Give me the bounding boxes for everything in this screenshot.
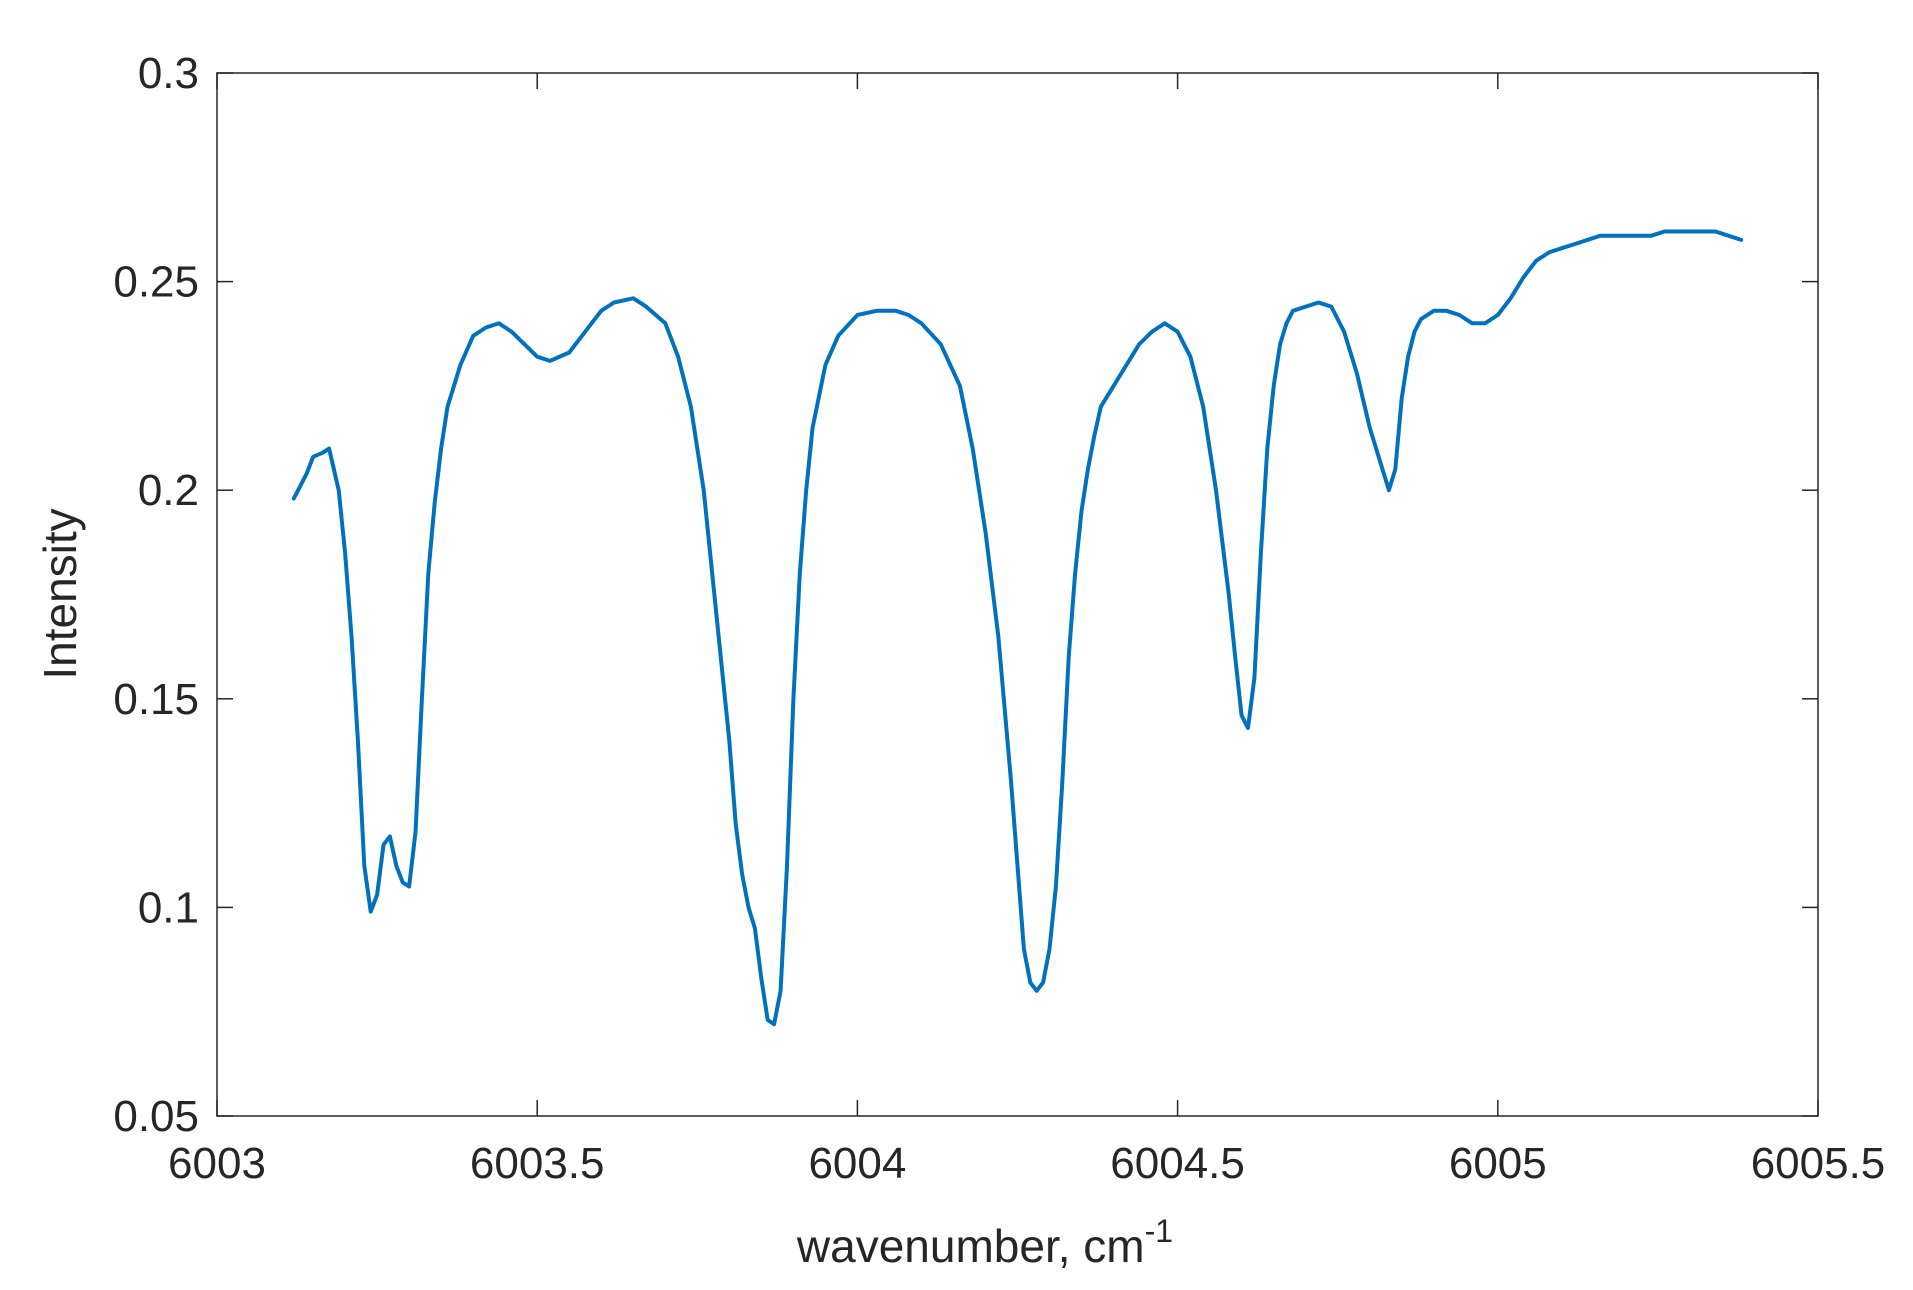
y-axis-ticks: 0.05 0.1 0.15 0.2 0.25 0.3	[113, 49, 1818, 1141]
y-axis-title: Intensity	[34, 508, 86, 679]
x-axis-title-text: wavenumber, cm	[796, 1220, 1145, 1272]
x-axis-title: wavenumber, cm-1	[796, 1213, 1173, 1272]
series-line-intensity	[291, 229, 1744, 1027]
y-tick-label: 0.2	[138, 466, 199, 515]
x-axis-title-superscript: -1	[1145, 1213, 1173, 1249]
x-tick-label: 6004	[808, 1139, 906, 1188]
x-tick-label: 6003.5	[470, 1139, 605, 1188]
x-tick-label: 6005.5	[1751, 1139, 1886, 1188]
x-tick-label: 6003	[168, 1139, 266, 1188]
y-tick-label: 0.15	[113, 675, 199, 724]
y-tick-label: 0.3	[138, 49, 199, 98]
plot-area	[216, 72, 1819, 1117]
y-tick-label: 0.25	[113, 258, 199, 307]
y-tick-label: 0.05	[113, 1092, 199, 1141]
x-tick-label: 6004.5	[1110, 1139, 1245, 1188]
x-axis-ticks: 6003 6003.5 6004 6004.5 6005 6005.5	[168, 73, 1885, 1188]
x-tick-label: 6005	[1449, 1139, 1547, 1188]
y-tick-label: 0.1	[138, 883, 199, 932]
